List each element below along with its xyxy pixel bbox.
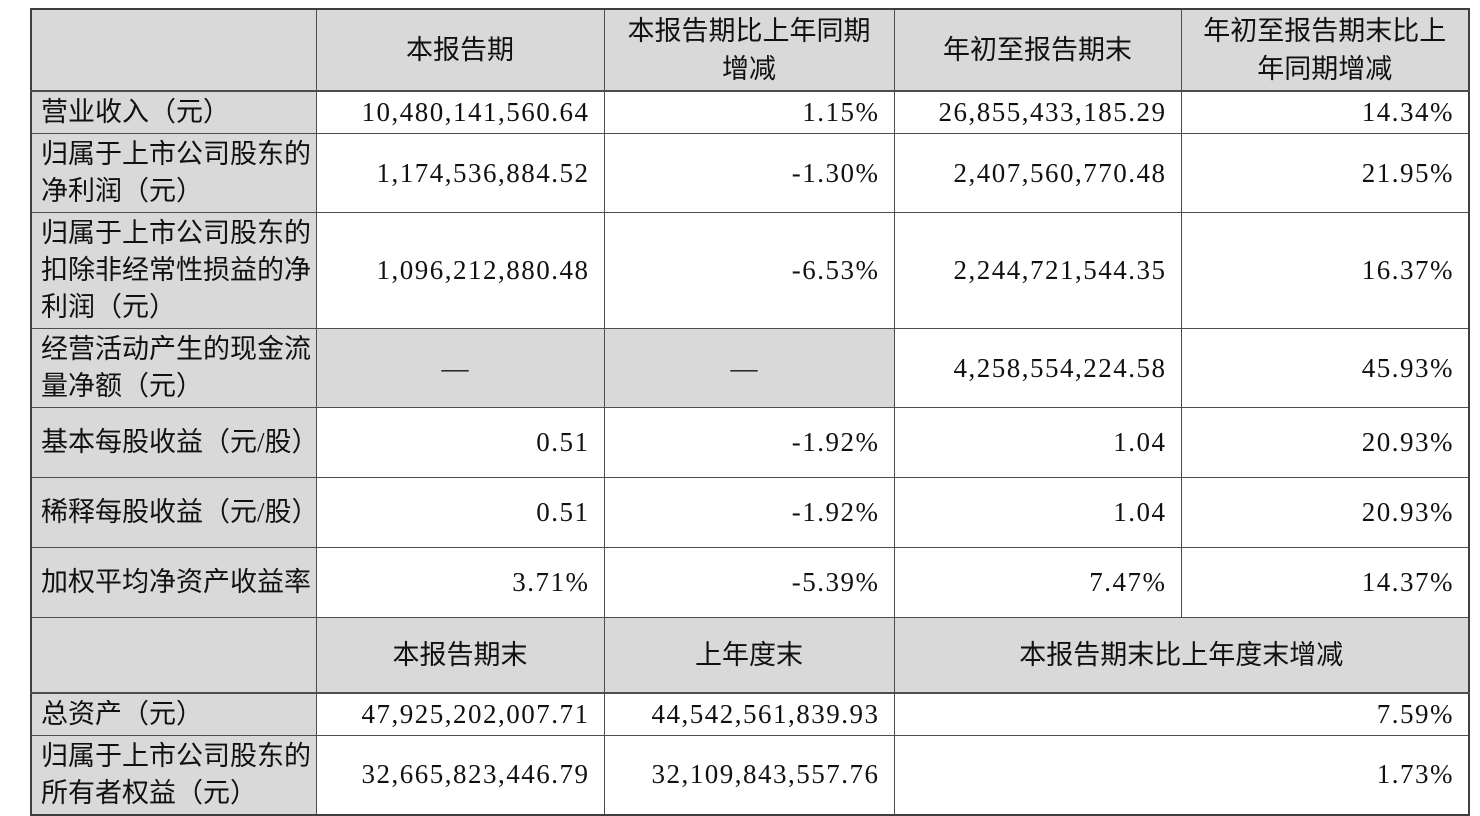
value-ytd-yoy-change: 14.37% [1180, 547, 1470, 618]
value-change: 1.73% [893, 734, 1470, 815]
empty-dash-cell: — [603, 328, 895, 408]
row-label: 归属于上市公司股东的扣除非经常性损益的净利润（元） [30, 212, 317, 329]
value-current-yoy-change: -1.30% [603, 133, 895, 213]
column-header-change-vs-prior-year-end: 本报告期末比上年度末增减 [893, 617, 1470, 694]
value-ytd-yoy-change: 21.95% [1180, 133, 1470, 213]
table-row-diluted-eps: 稀释每股收益（元/股） 0.51 -1.92% 1.04 20.93% [30, 477, 1470, 548]
table-row-basic-eps: 基本每股收益（元/股） 0.51 -1.92% 1.04 20.93% [30, 407, 1470, 478]
value-current-yoy-change: 1.15% [603, 90, 895, 134]
table-row-operating-cash-flow: 经营活动产生的现金流量净额（元） — — 4,258,554,224.58 45… [30, 328, 1470, 408]
row-label: 加权平均净资产收益率 [30, 547, 317, 618]
row-label: 稀释每股收益（元/股） [30, 477, 317, 548]
header-row-period: 本报告期 本报告期比上年同期增减 年初至报告期末 年初至报告期末比上年同期增减 [30, 8, 1470, 92]
value-ytd: 2,407,560,770.48 [893, 133, 1182, 213]
table-row-net-profit: 归属于上市公司股东的净利润（元） 1,174,536,884.52 -1.30%… [30, 133, 1470, 213]
value-period-end: 32,665,823,446.79 [315, 734, 605, 815]
table-row-equity-attributable: 归属于上市公司股东的所有者权益（元） 32,665,823,446.79 32,… [30, 734, 1470, 815]
row-label: 归属于上市公司股东的所有者权益（元） [30, 734, 317, 815]
value-period-end: 47,925,202,007.71 [315, 692, 605, 736]
corner-cell [30, 617, 317, 694]
row-label: 基本每股收益（元/股） [30, 407, 317, 478]
value-current-period: 1,096,212,880.48 [315, 212, 605, 329]
value-ytd-yoy-change: 20.93% [1180, 407, 1470, 478]
value-ytd: 2,244,721,544.35 [893, 212, 1182, 329]
value-ytd: 1.04 [893, 477, 1182, 548]
row-label: 归属于上市公司股东的净利润（元） [30, 133, 317, 213]
row-label: 总资产（元） [30, 692, 317, 736]
financial-summary-table: 本报告期 本报告期比上年同期增减 年初至报告期末 年初至报告期末比上年同期增减 … [30, 8, 1470, 816]
row-label: 营业收入（元） [30, 90, 317, 134]
value-current-period: 0.51 [315, 407, 605, 478]
value-ytd: 7.47% [893, 547, 1182, 618]
value-ytd-yoy-change: 20.93% [1180, 477, 1470, 548]
value-ytd: 26,855,433,185.29 [893, 90, 1182, 134]
value-current-period: 10,480,141,560.64 [315, 90, 605, 134]
table-row-weighted-avg-roe: 加权平均净资产收益率 3.71% -5.39% 7.47% 14.37% [30, 547, 1470, 618]
column-header-ytd-yoy-change: 年初至报告期末比上年同期增减 [1180, 8, 1470, 92]
column-header-current-yoy-change: 本报告期比上年同期增减 [603, 8, 895, 92]
value-prior-year-end: 32,109,843,557.76 [603, 734, 895, 815]
value-current-yoy-change: -6.53% [603, 212, 895, 329]
value-ytd-yoy-change: 14.34% [1180, 90, 1470, 134]
column-header-period-end: 本报告期末 [315, 617, 605, 694]
value-ytd-yoy-change: 16.37% [1180, 212, 1470, 329]
empty-dash-cell: — [315, 328, 605, 408]
value-current-period: 0.51 [315, 477, 605, 548]
column-header-current-period: 本报告期 [315, 8, 605, 92]
table-row-revenue: 营业收入（元） 10,480,141,560.64 1.15% 26,855,4… [30, 90, 1470, 134]
corner-cell [30, 8, 317, 92]
row-label: 经营活动产生的现金流量净额（元） [30, 328, 317, 408]
column-header-ytd: 年初至报告期末 [893, 8, 1182, 92]
header-row-period-end: 本报告期末 上年度末 本报告期末比上年度末增减 [30, 617, 1470, 694]
value-current-yoy-change: -5.39% [603, 547, 895, 618]
value-current-period: 1,174,536,884.52 [315, 133, 605, 213]
value-current-yoy-change: -1.92% [603, 477, 895, 548]
table-row-net-profit-excl-nonrecurring: 归属于上市公司股东的扣除非经常性损益的净利润（元） 1,096,212,880.… [30, 212, 1470, 329]
table-row-total-assets: 总资产（元） 47,925,202,007.71 44,542,561,839.… [30, 692, 1470, 736]
value-current-period: 3.71% [315, 547, 605, 618]
column-header-prior-year-end: 上年度末 [603, 617, 895, 694]
value-ytd: 1.04 [893, 407, 1182, 478]
value-current-yoy-change: -1.92% [603, 407, 895, 478]
value-ytd-yoy-change: 45.93% [1180, 328, 1470, 408]
value-change: 7.59% [893, 692, 1470, 736]
value-ytd: 4,258,554,224.58 [893, 328, 1182, 408]
value-prior-year-end: 44,542,561,839.93 [603, 692, 895, 736]
